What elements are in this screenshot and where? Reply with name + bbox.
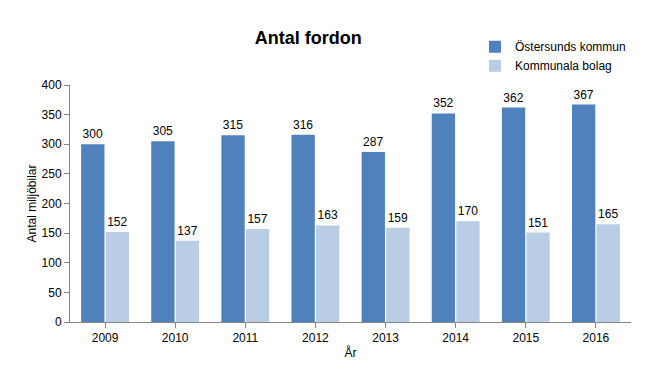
svg-text:Kommunala bolag: Kommunala bolag — [515, 59, 612, 73]
svg-text:362: 362 — [503, 91, 523, 105]
svg-text:2009: 2009 — [92, 331, 119, 345]
svg-text:Antal miljöbilar: Antal miljöbilar — [25, 164, 39, 242]
svg-text:Östersunds kommun: Östersunds kommun — [515, 40, 626, 54]
svg-text:300: 300 — [83, 127, 103, 141]
svg-text:367: 367 — [573, 88, 593, 102]
svg-text:350: 350 — [42, 108, 62, 122]
svg-text:250: 250 — [42, 167, 62, 181]
svg-text:2016: 2016 — [583, 331, 610, 345]
svg-text:2012: 2012 — [302, 331, 329, 345]
svg-text:50: 50 — [48, 286, 62, 300]
svg-text:159: 159 — [388, 211, 408, 225]
svg-text:2013: 2013 — [372, 331, 399, 345]
svg-text:165: 165 — [598, 207, 618, 221]
svg-text:År: År — [345, 345, 357, 360]
svg-text:137: 137 — [177, 224, 197, 238]
svg-text:2011: 2011 — [232, 331, 258, 345]
svg-text:287: 287 — [363, 135, 383, 149]
svg-text:170: 170 — [458, 204, 478, 218]
svg-text:200: 200 — [42, 197, 62, 211]
svg-text:2014: 2014 — [442, 331, 469, 345]
svg-text:352: 352 — [433, 96, 453, 110]
svg-text:Antal fordon: Antal fordon — [255, 28, 362, 48]
svg-text:151: 151 — [528, 216, 548, 230]
svg-text:163: 163 — [318, 208, 338, 222]
svg-text:300: 300 — [42, 137, 62, 151]
svg-text:315: 315 — [223, 118, 243, 132]
svg-text:2015: 2015 — [512, 331, 539, 345]
svg-text:2010: 2010 — [162, 331, 189, 345]
svg-text:150: 150 — [42, 226, 62, 240]
svg-text:100: 100 — [42, 256, 62, 270]
svg-text:305: 305 — [153, 124, 173, 138]
svg-text:157: 157 — [247, 212, 267, 226]
svg-text:152: 152 — [107, 215, 127, 229]
svg-text:316: 316 — [293, 118, 313, 132]
svg-text:0: 0 — [55, 315, 62, 329]
svg-text:400: 400 — [42, 78, 62, 92]
